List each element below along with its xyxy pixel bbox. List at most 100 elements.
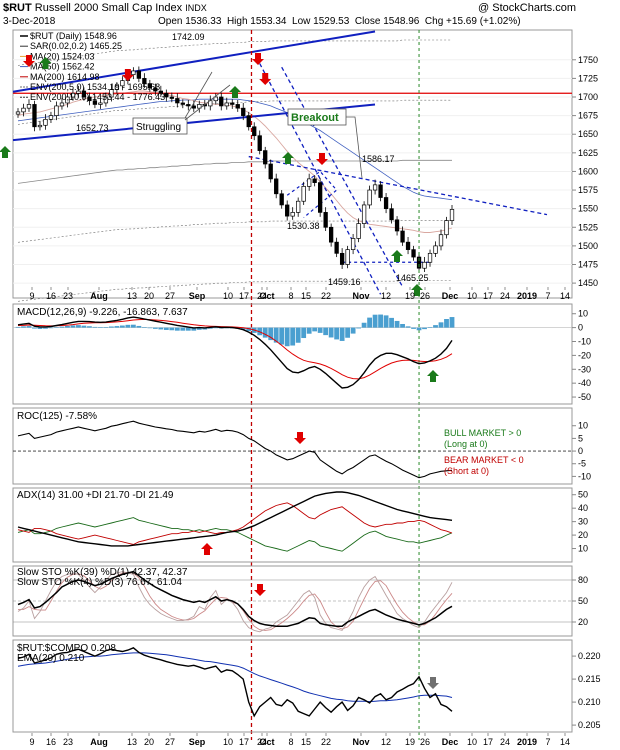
x-axis-label: 19 bbox=[405, 737, 415, 747]
candle-down bbox=[92, 100, 98, 105]
price-axis-tick-label: 1750 bbox=[578, 55, 598, 65]
panel-frame bbox=[12, 407, 573, 485]
x-axis-label: 27 bbox=[165, 737, 175, 747]
macd-histogram-bar bbox=[98, 327, 103, 328]
x-axis-label: 7 bbox=[545, 291, 550, 301]
macd-histogram-bar bbox=[43, 327, 48, 329]
plus-di-line bbox=[17, 517, 453, 552]
x-axis-label: Nov bbox=[352, 291, 369, 301]
macd-histogram-bar bbox=[174, 327, 180, 331]
candle-down bbox=[142, 78, 147, 84]
price-axis-tick-label: 1600 bbox=[578, 166, 598, 176]
candle-down bbox=[136, 70, 142, 79]
minus-di-line bbox=[17, 502, 453, 545]
candle-up bbox=[422, 261, 427, 269]
price-axis-tick-label: 1450 bbox=[578, 278, 598, 288]
macd-axis-tick-label: -20 bbox=[578, 350, 591, 360]
ratio-axis-tick-label: 0.205 bbox=[578, 720, 601, 730]
macd-histogram-bar bbox=[405, 326, 411, 328]
candle-down bbox=[180, 102, 185, 105]
struggling-label: Struggling bbox=[136, 122, 181, 133]
x-axis-label: 17 bbox=[483, 737, 493, 747]
x-axis-label: 27 bbox=[165, 291, 175, 301]
roc-axis-tick-label: -5 bbox=[578, 459, 586, 469]
candle-down bbox=[175, 98, 180, 104]
candle-up bbox=[37, 124, 43, 128]
ratio-title: $RUT:$COMPQ 0.208 bbox=[17, 643, 116, 654]
macd-line bbox=[17, 316, 453, 389]
candle-down bbox=[257, 135, 262, 151]
candle-down bbox=[334, 241, 339, 254]
macd-histogram-bar bbox=[21, 326, 26, 328]
candle-up bbox=[433, 245, 438, 254]
price-axis-tick-label: 1500 bbox=[578, 241, 598, 251]
macd-histogram-bar bbox=[444, 319, 449, 328]
candle-down bbox=[285, 204, 290, 217]
x-axis-label: 14 bbox=[560, 291, 570, 301]
x-axis-label: 10 bbox=[467, 737, 477, 747]
candle-up bbox=[109, 89, 114, 98]
env10-upper bbox=[17, 39, 452, 66]
candle-up bbox=[59, 102, 65, 107]
candle-down bbox=[186, 104, 191, 107]
price-annotation-low-1465: 1465.25 bbox=[396, 273, 429, 283]
price-axis-tick-label: 1675 bbox=[578, 111, 598, 121]
macd-histogram-bar bbox=[389, 317, 394, 328]
x-axis-label: 12 bbox=[381, 291, 391, 301]
candle-up bbox=[114, 85, 120, 90]
macd-histogram-bar bbox=[411, 327, 416, 329]
x-axis-label: 26 bbox=[420, 737, 430, 747]
macd-histogram-bar bbox=[328, 327, 334, 338]
ma200-line bbox=[17, 159, 452, 184]
macd-histogram-bar bbox=[169, 327, 175, 331]
legend-entry: MA(20) 1524.03 bbox=[30, 51, 95, 61]
macd-histogram-bar bbox=[103, 327, 109, 328]
candle-down bbox=[400, 230, 405, 243]
candle-down bbox=[389, 208, 394, 221]
macd-histogram-bar bbox=[317, 327, 323, 333]
macd-histogram-bar bbox=[323, 327, 329, 336]
candle-up bbox=[120, 80, 125, 87]
candle-up bbox=[356, 223, 361, 239]
buy-arrow-icon bbox=[0, 146, 11, 158]
macd-histogram-bar bbox=[125, 324, 131, 328]
roc-axis-tick-label: 10 bbox=[578, 421, 588, 431]
candle-down bbox=[158, 90, 163, 94]
candle-up bbox=[444, 220, 449, 236]
stochastic-slow-k-line bbox=[17, 570, 453, 627]
macd-histogram-bar bbox=[279, 327, 285, 345]
x-axis-label: 22 bbox=[321, 737, 331, 747]
sell-arrow-icon bbox=[254, 584, 266, 596]
macd-histogram-bar bbox=[372, 314, 378, 328]
x-axis-label: 15 bbox=[301, 291, 311, 301]
macd-histogram-bar bbox=[48, 327, 54, 329]
stochastic-title: Slow STO %K(39) %D(1) 42.37, 42.37 bbox=[17, 567, 188, 578]
x-axis-label: 15 bbox=[301, 737, 311, 747]
change-value: Chg +15.69 (+1.02%) bbox=[424, 16, 521, 27]
x-axis-label: 13 bbox=[127, 291, 137, 301]
candle-up bbox=[43, 118, 48, 126]
roc-line bbox=[17, 420, 453, 479]
candle-down bbox=[394, 219, 400, 232]
ratio-axis-tick-label: 0.215 bbox=[578, 674, 601, 684]
candle-down bbox=[416, 256, 422, 269]
x-axis-label: 24 bbox=[500, 737, 510, 747]
env5-lower bbox=[17, 220, 452, 243]
candle-down bbox=[405, 241, 411, 250]
sell-arrow-icon bbox=[316, 153, 328, 165]
x-axis-label: 17 bbox=[239, 737, 249, 747]
macd-histogram-bar bbox=[185, 327, 191, 331]
sell-arrow-icon bbox=[22, 55, 35, 67]
falling-channel-line bbox=[259, 63, 382, 295]
price-axis-tick-label: 1625 bbox=[578, 148, 598, 158]
x-axis-label: 12 bbox=[381, 737, 391, 747]
candle-down bbox=[378, 184, 383, 198]
x-axis-label: 20 bbox=[144, 291, 154, 301]
candle-up bbox=[307, 178, 312, 187]
chart-date: 3-Dec-2018 bbox=[3, 16, 56, 27]
price-annotation-low: 1652.73 bbox=[76, 123, 109, 133]
x-axis-label: Nov bbox=[352, 737, 369, 747]
env5-upper bbox=[17, 99, 452, 125]
candle-down bbox=[147, 83, 152, 89]
x-axis-label: 19 bbox=[405, 291, 415, 301]
